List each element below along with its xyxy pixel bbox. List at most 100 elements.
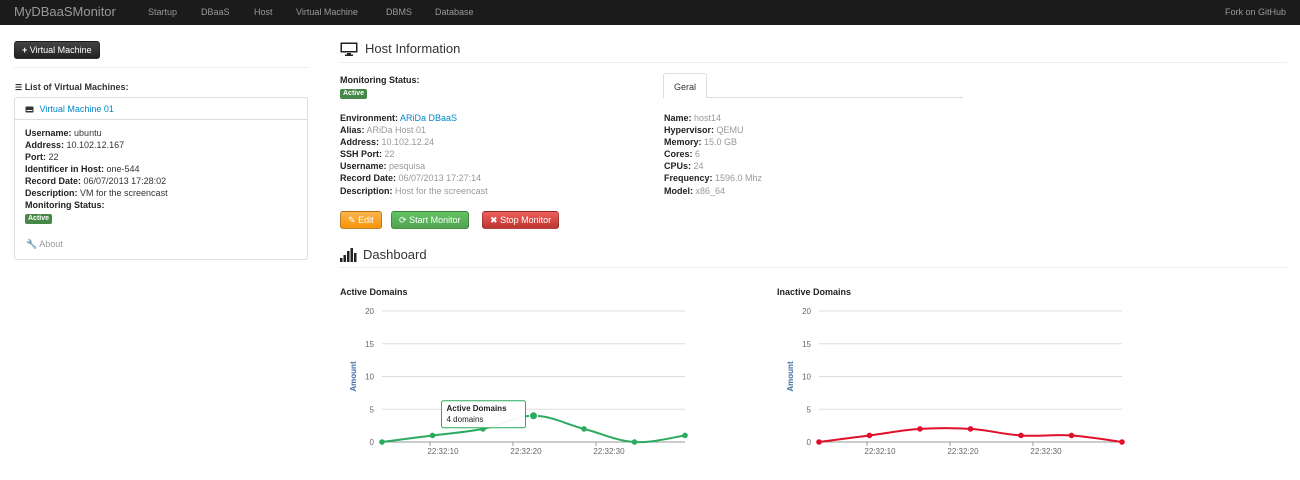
brand[interactable]: MyDBaaSMonitor	[14, 4, 116, 19]
vm-field: Address: 10.102.12.167	[25, 140, 125, 150]
monitoring-status-label: Monitoring Status:	[340, 75, 420, 85]
vm-link[interactable]: Virtual Machine 01	[39, 104, 114, 114]
y-tick-label: 0	[370, 438, 375, 447]
vm-field: Identificer in Host: one-544	[25, 164, 140, 174]
host-spec-row: Name: host14	[664, 113, 722, 123]
vm-field: Username: ubuntu	[25, 128, 102, 138]
data-point	[631, 439, 638, 445]
dashboard-divider	[340, 267, 1287, 268]
about-link[interactable]: 🔧 About	[26, 239, 63, 250]
start-monitor-button[interactable]: ⟳ Start Monitor	[391, 211, 469, 229]
active-domains-chart: 0 5 10 15 20 Amount 22:32:10 22:32:20 22:32:30 Ac…	[349, 307, 688, 456]
edit-button[interactable]: ✎ Edit	[340, 211, 382, 229]
host-spec-row: Memory: 15.0 GB	[664, 137, 738, 148]
list-icon: ☰	[15, 83, 23, 92]
hdd-icon	[25, 106, 34, 113]
vm-list-title-text: List of Virtual Machines:	[24, 82, 129, 92]
y-tick-label: 5	[807, 405, 812, 414]
bar-chart-icon	[340, 248, 357, 262]
y-axis-label: Amount	[786, 361, 795, 392]
fork-on-github-link[interactable]: Fork on GitHub	[1224, 7, 1286, 17]
nav-startup[interactable]: Startup	[148, 7, 178, 17]
data-point	[1018, 432, 1024, 439]
tooltip-title: Active Domains	[447, 404, 508, 413]
host-spec-row: CPUs: 24	[664, 161, 704, 172]
stop-monitor-label: Stop Monitor	[500, 215, 552, 225]
environment-label: Environment:	[340, 113, 399, 123]
host-information-title: Host Information	[365, 41, 461, 56]
pencil-icon: ✎	[348, 215, 356, 225]
vm-field: Record Date: 06/07/2013 17:28:02	[25, 176, 167, 186]
refresh-icon: ⟳	[399, 215, 407, 225]
data-point	[1068, 432, 1075, 439]
data-point	[967, 426, 974, 432]
stop-monitor-button[interactable]: ✖ Stop Monitor	[482, 211, 560, 229]
host-spec-row: Cores: 6	[664, 149, 701, 160]
host-spec-row: Hypervisor: QEMU	[664, 125, 744, 136]
nav-host[interactable]: Host	[254, 7, 273, 17]
nav-virtual-machine[interactable]: Virtual Machine	[296, 7, 358, 17]
edit-label: Edit	[358, 215, 374, 225]
host-status-badge: Active	[340, 89, 368, 100]
data-point	[917, 426, 923, 432]
x-tick-label: 22:32:20	[510, 447, 542, 456]
nav-dbms[interactable]: DBMS	[386, 7, 413, 17]
host-detail-row: SSH Port: 22	[340, 149, 395, 160]
y-tick-label: 0	[807, 438, 812, 447]
host-spec-row: Frequency: 1596.0 Mhz	[664, 173, 763, 184]
tooltip-box	[441, 400, 526, 429]
data-point	[816, 439, 822, 445]
vm-status-badge: Active	[25, 214, 53, 224]
x-tick-label: 22:32:30	[593, 447, 625, 456]
host-detail-row: Description: Host for the screencast	[340, 185, 488, 196]
data-point	[529, 411, 538, 421]
nav-dbaas[interactable]: DBaaS	[201, 7, 230, 17]
y-tick-label: 10	[802, 373, 811, 382]
environment-link[interactable]: ARiDa DBaaS	[400, 113, 458, 123]
monitor-icon	[340, 42, 358, 56]
data-point	[429, 432, 436, 439]
x-tick-label: 22:32:20	[947, 447, 979, 456]
y-tick-label: 15	[365, 340, 374, 349]
dashboard-title: Dashboard	[363, 247, 427, 262]
about-label: About	[39, 239, 63, 249]
host-detail-row: Address: 10.102.12.24	[340, 137, 435, 148]
host-specs: Name: host14 Hypervisor: QEMU Memory: 15…	[664, 112, 762, 197]
add-vm-label: Virtual Machine	[29, 45, 92, 55]
data-point	[379, 439, 385, 445]
y-tick-label: 10	[365, 373, 374, 382]
x-tick-label: 22:32:10	[427, 447, 459, 456]
data-point	[581, 426, 587, 432]
y-tick-label: 5	[370, 405, 375, 414]
y-axis-label: Amount	[349, 361, 358, 392]
monitoring-status: Monitoring Status: Active	[340, 74, 420, 100]
vm-panel-header: Virtual Machine 01	[15, 98, 307, 120]
navbar: MyDBaaSMonitor Startup DBaaS Host Virtua…	[0, 0, 1300, 25]
host-detail-row: Record Date: 06/07/2013 17:27:14	[340, 173, 482, 184]
add-virtual-machine-button[interactable]: + Virtual Machine	[14, 41, 100, 59]
y-tick-label: 20	[802, 307, 811, 316]
vm-field: Description: VM for the screencast	[25, 188, 168, 198]
nav-database[interactable]: Database	[435, 7, 474, 17]
vm-panel: Virtual Machine 01 Username: ubuntu Addr…	[14, 97, 308, 260]
wrench-icon: 🔧	[26, 239, 38, 249]
y-tick-label: 15	[802, 340, 811, 349]
vm-list-title: ☰ List of Virtual Machines:	[15, 82, 129, 92]
tab-geral[interactable]: Geral	[663, 73, 707, 98]
close-icon: ✖	[490, 215, 498, 225]
data-point	[1119, 439, 1125, 445]
vm-field: Monitoring Status:	[25, 200, 105, 210]
inactive-domains-chart-title: Inactive Domains	[777, 287, 852, 297]
host-detail-row: Username: pesquisa	[340, 161, 426, 172]
sidebar-divider	[14, 67, 308, 68]
start-monitor-label: Start Monitor	[409, 215, 461, 225]
inactive-domains-chart: 0 5 10 15 20 Amount 22:32:10 22:32:20 22:32:30	[786, 307, 1125, 456]
host-spec-row: Model: x86_64	[664, 185, 726, 196]
vm-field: Port: 22	[25, 152, 59, 162]
tabs-line	[663, 97, 963, 98]
host-details: Environment: ARiDa DBaaS Alias: ARiDa Ho…	[340, 112, 488, 197]
data-point	[866, 432, 873, 439]
x-tick-label: 22:32:10	[864, 447, 896, 456]
x-tick-label: 22:32:30	[1030, 447, 1062, 456]
plus-icon: +	[22, 45, 28, 55]
